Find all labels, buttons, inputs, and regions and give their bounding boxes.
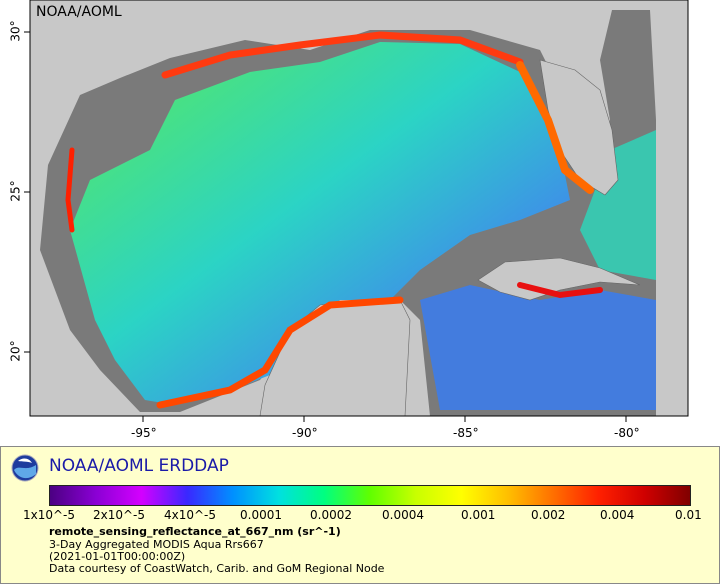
cuba-land bbox=[477, 257, 641, 301]
lon-ticks bbox=[142, 416, 627, 422]
lon-tick-label: -85° bbox=[453, 426, 479, 440]
map-graph[interactable] bbox=[0, 0, 720, 446]
reflectance-field-atlantic bbox=[580, 130, 656, 280]
colorbar-label: 1x10^-5 bbox=[23, 508, 76, 522]
legend-panel: NOAA/AOML ERDDAP 1x10^-5 2x10^-5 4x10^-5… bbox=[0, 446, 720, 584]
coastal-band-mexico bbox=[65, 147, 75, 233]
colorbar-label: 0.01 bbox=[675, 508, 702, 522]
colorbar-label: 0.0004 bbox=[382, 508, 424, 522]
lon-tick-label: -90° bbox=[292, 426, 318, 440]
colorbar bbox=[49, 485, 691, 506]
colorbar-label: 4x10^-5 bbox=[164, 508, 217, 522]
coastal-band-north bbox=[161, 31, 524, 79]
map-frame bbox=[29, 0, 689, 417]
lon-tick-label: -95° bbox=[131, 426, 157, 440]
reflectance-field-gulf bbox=[70, 42, 570, 405]
coastal-band-cuba bbox=[517, 282, 603, 299]
legend-title: NOAA/AOML ERDDAP bbox=[49, 456, 229, 476]
dataset-description: 3-Day Aggregated MODIS Aqua Rrs667 bbox=[49, 538, 264, 551]
variable-name: remote_sensing_reflectance_at_667_nm (sr… bbox=[49, 525, 341, 538]
lat-ticks bbox=[24, 31, 30, 353]
lat-tick-label: 20° bbox=[8, 340, 23, 362]
lon-tick-label: -80° bbox=[614, 426, 640, 440]
data-courtesy: Data courtesy of CoastWatch, Carib. and … bbox=[49, 562, 385, 575]
noaa-logo-icon bbox=[11, 454, 39, 482]
colorbar-label: 0.0002 bbox=[310, 508, 352, 522]
colorbar-label: 0.001 bbox=[461, 508, 496, 522]
map-credit: NOAA/AOML bbox=[36, 4, 122, 20]
lat-tick-label: 30° bbox=[8, 20, 23, 42]
colorbar-label: 0.0001 bbox=[240, 508, 282, 522]
lat-tick-label: 25° bbox=[8, 180, 23, 202]
coastal-band-florida bbox=[516, 61, 594, 194]
colorbar-label: 0.002 bbox=[531, 508, 566, 522]
time-stamp: (2021-01-01T00:00:00Z) bbox=[49, 550, 186, 563]
reflectance-field-caribbean bbox=[420, 285, 656, 410]
colorbar-label: 0.004 bbox=[600, 508, 635, 522]
map-panel: NOAA/AOML -95° -90° -85° -80° 30° 25° 20… bbox=[0, 0, 720, 446]
colorbar-label: 2x10^-5 bbox=[93, 508, 146, 522]
coastal-band-yucatan bbox=[156, 296, 404, 409]
